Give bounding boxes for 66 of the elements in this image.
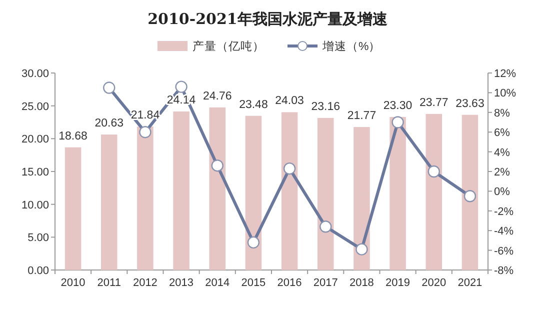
data-label: 23.30 <box>383 100 412 112</box>
y-tick-label: 15.00 <box>21 166 49 178</box>
point <box>320 220 332 233</box>
y-tick-label: 5.00 <box>28 232 49 244</box>
bar <box>354 127 370 270</box>
y2-tick-label: -4% <box>494 226 514 238</box>
point <box>103 82 116 94</box>
bar <box>390 116 406 270</box>
point <box>247 236 260 249</box>
y2-tick-label: -6% <box>494 245 514 258</box>
chart-title: 2010-2021年我国水泥产量及增速 <box>148 10 388 28</box>
y2-tick-label: 4% <box>494 146 510 159</box>
point <box>139 126 152 138</box>
y2-tick-label: 8% <box>494 107 510 120</box>
y2-tick-label: 2% <box>494 166 510 178</box>
y-tick-label: 25.00 <box>21 100 49 113</box>
bar <box>318 118 334 270</box>
y-tick-label: 10.00 <box>21 199 49 212</box>
data-label: 18.68 <box>58 130 88 142</box>
data-label: 21.77 <box>347 110 376 122</box>
y-tick-label: 20.00 <box>21 134 49 146</box>
x-tick-label: 2018 <box>349 277 374 289</box>
data-label: 23.48 <box>239 98 268 111</box>
x-tick-label: 2017 <box>313 277 338 289</box>
x-tick-label: 2014 <box>205 277 230 289</box>
point <box>464 190 476 202</box>
x-tick-label: 2019 <box>386 277 410 289</box>
y2-tick-label: -8% <box>494 265 514 277</box>
y2-tick-label: 6% <box>494 127 510 140</box>
data-label: 23.63 <box>456 98 484 110</box>
data-label: 20.63 <box>94 118 124 130</box>
x-tick-label: 2013 <box>169 277 194 289</box>
point <box>392 116 404 128</box>
bar <box>281 112 298 270</box>
bar <box>101 134 118 270</box>
y2-tick-label: 12% <box>494 68 516 80</box>
point <box>175 80 188 93</box>
legend-label: 产量（亿吨） <box>192 39 264 53</box>
data-label: 23.77 <box>419 96 448 109</box>
point <box>428 165 440 178</box>
x-tick-label: 2012 <box>132 277 158 289</box>
bar <box>462 114 478 270</box>
x-tick-label: 2016 <box>277 277 302 289</box>
point <box>283 162 296 175</box>
x-tick-label: 2011 <box>97 277 121 289</box>
y-tick-label: 0.00 <box>28 265 49 277</box>
x-tick-label: 2010 <box>60 277 86 289</box>
bar <box>426 114 442 270</box>
data-label: 23.16 <box>311 100 340 113</box>
data-label: 24.03 <box>275 95 304 108</box>
bar <box>137 126 154 270</box>
x-tick-label: 2020 <box>422 277 446 289</box>
x-tick-label: 2015 <box>241 277 266 289</box>
y2-tick-label: -2% <box>494 206 514 218</box>
bar <box>245 116 262 270</box>
bar <box>209 107 226 270</box>
x-tick-label: 2021 <box>458 277 482 289</box>
legend-label: 增速（%） <box>322 40 381 53</box>
point <box>356 243 368 256</box>
bar <box>173 111 190 270</box>
bar <box>64 147 82 270</box>
data-label: 24.76 <box>202 90 232 102</box>
point <box>211 159 224 172</box>
y2-tick-label: 0% <box>494 186 510 198</box>
y2-tick-label: 10% <box>494 88 516 100</box>
y-tick-label: 30.00 <box>21 68 49 80</box>
